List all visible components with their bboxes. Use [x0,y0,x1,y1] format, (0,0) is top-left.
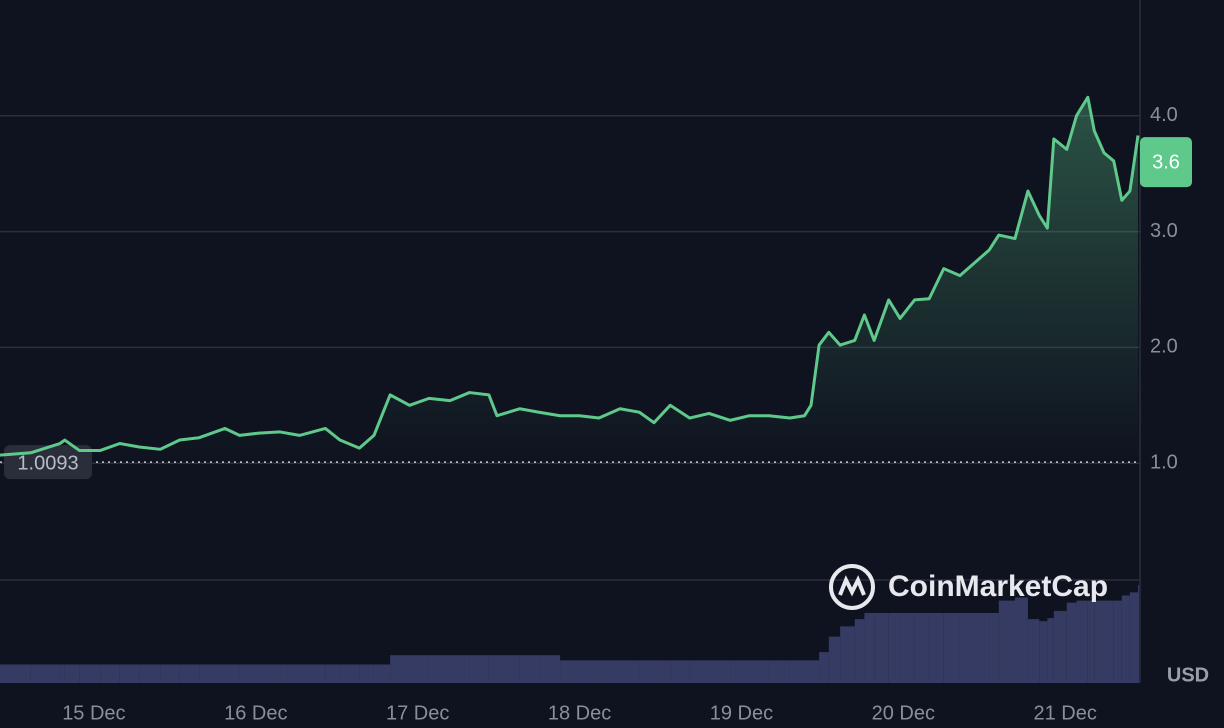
volume-bar [199,664,226,683]
volume-bar [653,660,671,683]
y-tick-label: 1.0 [1150,451,1178,473]
volume-bar [959,612,975,683]
volume-bar [373,664,391,683]
volume-bar [989,612,999,683]
reference-label: 1.0093 [17,452,78,474]
volume-bar [1027,619,1040,683]
volume-bar [998,600,1015,683]
volume-bar [450,655,470,683]
volume-bar [225,664,240,683]
volume-bar [325,664,340,683]
volume-bar [670,660,690,683]
volume-bar [496,655,520,683]
x-tick-label: 19 Dec [710,702,773,724]
volume-bar [619,660,640,683]
volume-bar [64,664,80,683]
price-area [0,97,1138,579]
x-tick-label: 16 Dec [224,702,287,724]
volume-bar [1129,592,1138,683]
volume-bar [1014,597,1028,683]
volume-bar [179,664,200,683]
volume-bar [900,612,915,683]
volume-bar [539,655,561,683]
y-tick-label: 4.0 [1150,104,1178,126]
volume-bar [1053,610,1067,683]
volume-bar [280,664,300,683]
volume-bar [1076,600,1088,683]
volume-bar [854,619,865,683]
volume-bar [730,660,750,683]
volume-bar [1121,595,1130,683]
x-tick-label: 17 Dec [386,702,449,724]
price-line [0,95,1140,457]
volume-bar [469,655,489,683]
volume-bar [1087,600,1095,683]
volume-bar [79,664,101,683]
volume-bar [1104,600,1114,683]
volume-bar [519,655,540,683]
volume-bar [914,612,930,683]
x-tick-label: 20 Dec [872,702,935,724]
y-tick-label: 2.0 [1150,336,1178,358]
volume-bar [811,660,820,683]
volume-bar [30,664,60,683]
watermark: CoinMarketCap [829,564,1108,610]
watermark-text: CoinMarketCap [888,570,1108,603]
volume-bar [390,655,410,683]
volume-bar [239,664,260,683]
volume-bar [768,660,790,683]
volume-bar [1066,602,1077,683]
y-tick-label: 3.0 [1150,220,1178,242]
watermark-logo-mark [838,575,866,597]
volume-bar [409,655,429,683]
volume-bar [819,652,829,683]
volume-bar [874,612,889,683]
volume-bar [428,655,451,683]
volume-bar [598,660,620,683]
volume-bar [639,660,654,683]
volume-bar [100,664,120,683]
volume-bar [974,612,990,683]
volume-bar [1138,585,1139,683]
x-tick-label: 21 Dec [1033,702,1096,724]
volume-bar [160,664,180,683]
volume-bar [828,636,841,683]
volume-bar [0,664,31,683]
volume-bar [1039,621,1048,683]
last-price-label: 3.6 [1152,151,1180,173]
volume-bar [139,664,161,683]
volume-bar [749,660,769,683]
volume-bar [840,626,855,683]
watermark-logo [829,564,875,610]
x-tick-label: 18 Dec [548,702,611,724]
volume-bar [119,664,140,683]
volume-bar [1113,600,1122,683]
volume-bar [864,612,875,683]
volume-bar [1047,618,1054,683]
volume-bar [488,655,497,683]
volume-bar [804,660,812,683]
x-tick-label: 15 Dec [62,702,125,724]
volume-bar [789,660,805,683]
volume-bar [59,664,65,683]
currency-label: USD [1167,664,1209,686]
volume-bar [1094,600,1105,683]
volume-bar [560,660,580,683]
volume-bar [888,612,901,683]
volume-bar [709,660,731,683]
volume-bar [299,664,326,683]
last-price-badge [1140,137,1192,188]
volume-bar [579,660,599,683]
volume-bar [339,664,360,683]
volume-bar [259,664,281,683]
volume-bar [359,664,374,683]
volume-bar [929,612,944,683]
volume-bar [943,612,960,683]
volume-bar [689,660,710,683]
